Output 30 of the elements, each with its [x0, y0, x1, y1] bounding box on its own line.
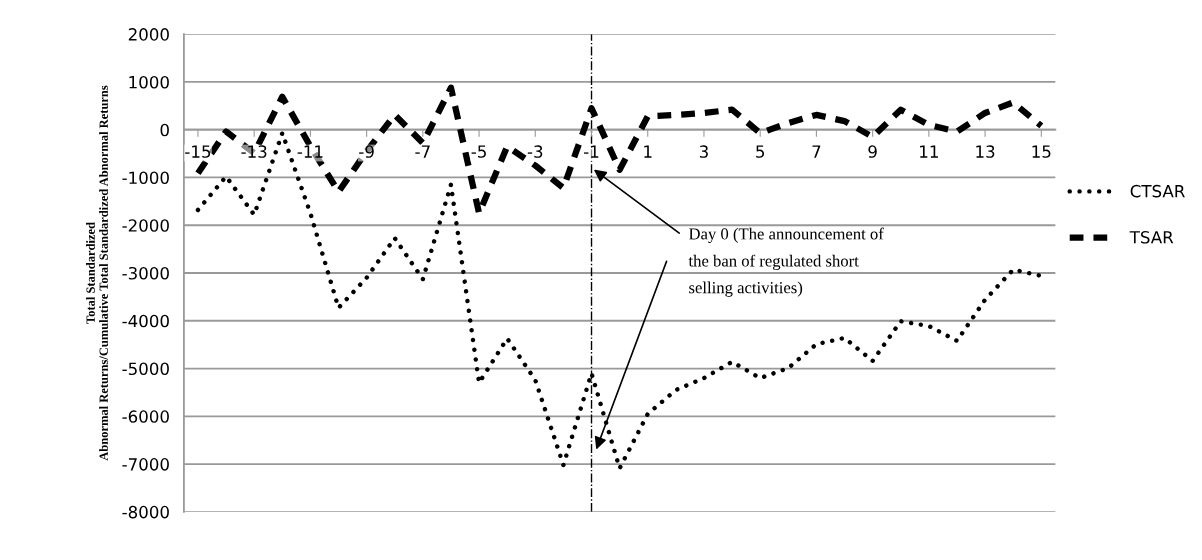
- x-tick-label: 15: [1032, 145, 1051, 158]
- x-tick-label: -11: [297, 145, 323, 158]
- x-tick-label: -7: [415, 145, 430, 158]
- y-tick-label: 1000: [129, 75, 169, 89]
- y-tick-label: -1000: [122, 171, 169, 185]
- x-tick-label: 1: [644, 145, 652, 158]
- y-tick-label: -4000: [122, 314, 169, 328]
- y-tick-label: -6000: [122, 410, 169, 423]
- x-tick-label: -5: [471, 145, 486, 158]
- y-tick-label: -8000: [122, 505, 169, 519]
- x-tick-label: 7: [812, 145, 821, 158]
- y-tick-label: 2000: [128, 28, 169, 41]
- x-tick-label: -3: [527, 145, 543, 158]
- legend-label: TSAR: [1129, 230, 1174, 244]
- x-tick-label: 9: [868, 145, 877, 158]
- y-tick-label: 0: [160, 123, 169, 137]
- legend-label: CTSAR: [1130, 184, 1185, 198]
- x-tick-label: -15: [185, 145, 211, 158]
- x-tick-label: 13: [976, 145, 995, 158]
- y-tick-label: -7000: [122, 458, 169, 471]
- y-axis-title: Total Standardized Abnormal Returns/Cumulative Total Standardized Abnormal Returns: [86, 85, 108, 461]
- y-tick-label: -2000: [122, 219, 169, 232]
- x-tick-label: 5: [756, 145, 765, 158]
- y-tick-label: -3000: [122, 266, 169, 280]
- x-tick-label: 11: [920, 145, 938, 158]
- x-tick-label: -1: [584, 145, 599, 158]
- x-tick-label: -9: [359, 145, 374, 158]
- y-tick-label: -5000: [122, 362, 169, 376]
- annotation: Day 0 (The announcement of the ban of regulated short selling activities): [688, 227, 884, 297]
- x-tick-label: 3: [699, 145, 708, 158]
